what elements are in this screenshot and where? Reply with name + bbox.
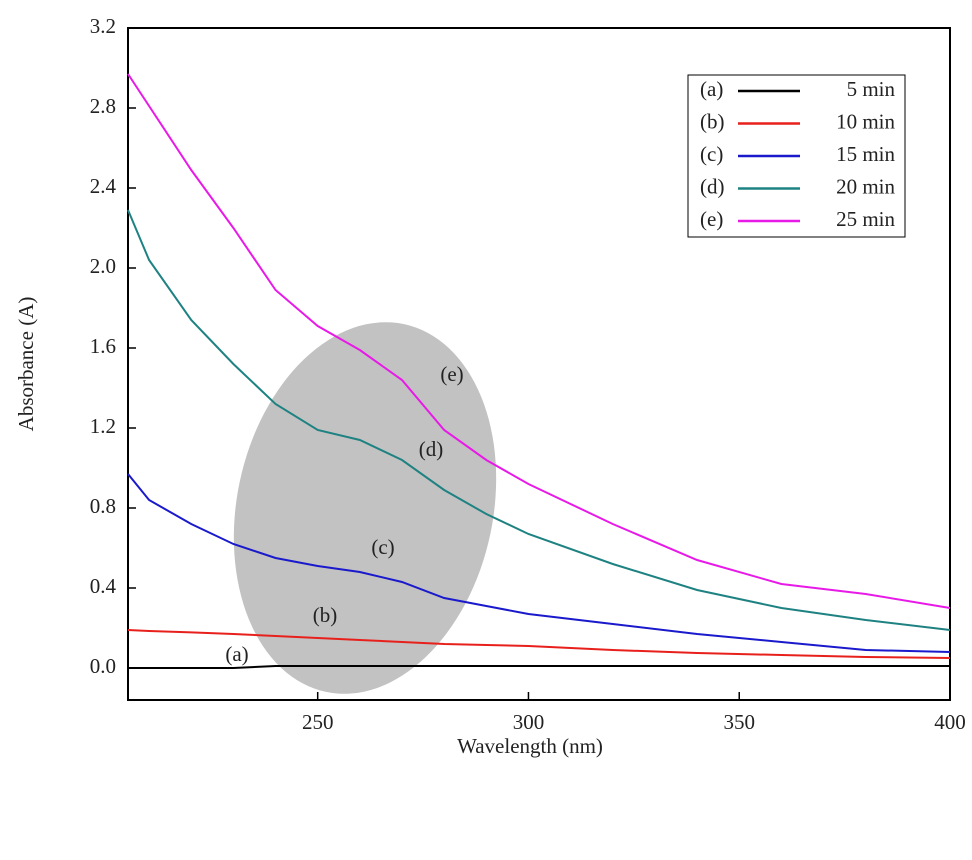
legend-label: (c) xyxy=(700,142,723,166)
legend-label: (a) xyxy=(700,77,723,101)
series-line xyxy=(127,473,951,653)
legend-name: 15 min xyxy=(836,142,895,166)
series-line xyxy=(127,73,951,609)
legend-name: 20 min xyxy=(836,174,895,198)
legend-name: 25 min xyxy=(836,207,895,231)
y-tick-label: 3.2 xyxy=(90,14,116,38)
y-tick-label: 0.4 xyxy=(90,574,117,598)
x-axis-label: Wavelength (nm) xyxy=(457,734,603,758)
curve-annotation: (d) xyxy=(419,437,444,461)
series-line xyxy=(127,209,951,631)
y-axis-label: Absorbance (A) xyxy=(14,297,38,432)
y-tick-label: 1.6 xyxy=(90,334,116,358)
x-tick-label: 400 xyxy=(934,710,966,734)
curve-annotation: (e) xyxy=(440,362,463,386)
y-tick-label: 0.0 xyxy=(90,654,116,678)
legend-label: (b) xyxy=(700,109,725,133)
legend-name: 5 min xyxy=(847,77,896,101)
legend-name: 10 min xyxy=(836,109,895,133)
legend-label: (e) xyxy=(700,207,723,231)
y-tick-label: 2.8 xyxy=(90,94,116,118)
y-tick-label: 2.0 xyxy=(90,254,116,278)
curve-annotation: (c) xyxy=(371,535,394,559)
y-tick-label: 0.8 xyxy=(90,494,116,518)
series-line xyxy=(127,629,951,659)
legend-label: (d) xyxy=(700,174,725,198)
x-tick-label: 250 xyxy=(302,710,334,734)
x-tick-label: 350 xyxy=(723,710,755,734)
curve-annotation: (a) xyxy=(225,642,248,666)
y-tick-label: 1.2 xyxy=(90,414,116,438)
series-line xyxy=(128,665,950,669)
highlight-ellipse xyxy=(233,322,497,694)
y-tick-label: 2.4 xyxy=(90,174,117,198)
x-tick-label: 300 xyxy=(513,710,545,734)
plot-frame xyxy=(127,27,951,701)
curve-annotation: (b) xyxy=(313,603,338,627)
